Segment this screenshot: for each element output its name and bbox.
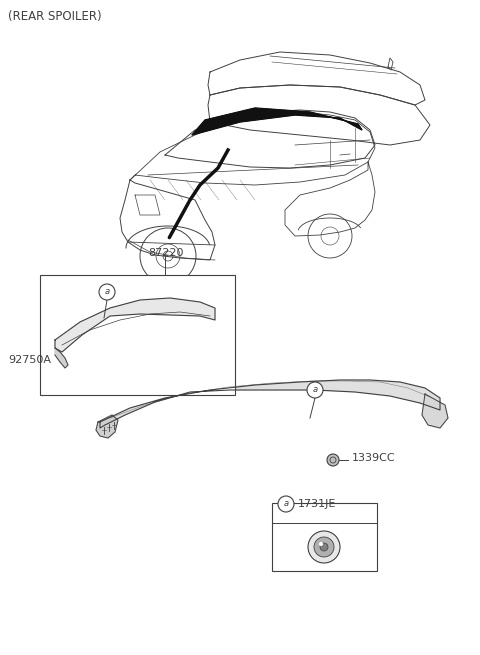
- Polygon shape: [55, 298, 215, 352]
- Circle shape: [320, 543, 328, 551]
- Text: 1339CC: 1339CC: [352, 453, 396, 463]
- Circle shape: [307, 382, 323, 398]
- Polygon shape: [192, 108, 362, 135]
- Polygon shape: [100, 380, 440, 428]
- Polygon shape: [422, 394, 448, 428]
- Text: a: a: [105, 288, 109, 297]
- Text: 92750A: 92750A: [8, 355, 51, 365]
- Circle shape: [99, 284, 115, 300]
- Text: (REAR SPOILER): (REAR SPOILER): [8, 10, 102, 23]
- Circle shape: [308, 531, 340, 563]
- Circle shape: [327, 454, 339, 466]
- Bar: [272, 503, 377, 571]
- Circle shape: [314, 537, 334, 557]
- Text: 87220: 87220: [148, 248, 183, 258]
- Circle shape: [319, 542, 323, 546]
- Text: a: a: [312, 386, 318, 394]
- Polygon shape: [96, 415, 118, 438]
- Bar: [40, 275, 235, 395]
- Text: 1731JE: 1731JE: [298, 499, 336, 509]
- Text: a: a: [283, 500, 288, 508]
- Circle shape: [278, 496, 294, 512]
- Polygon shape: [55, 348, 68, 368]
